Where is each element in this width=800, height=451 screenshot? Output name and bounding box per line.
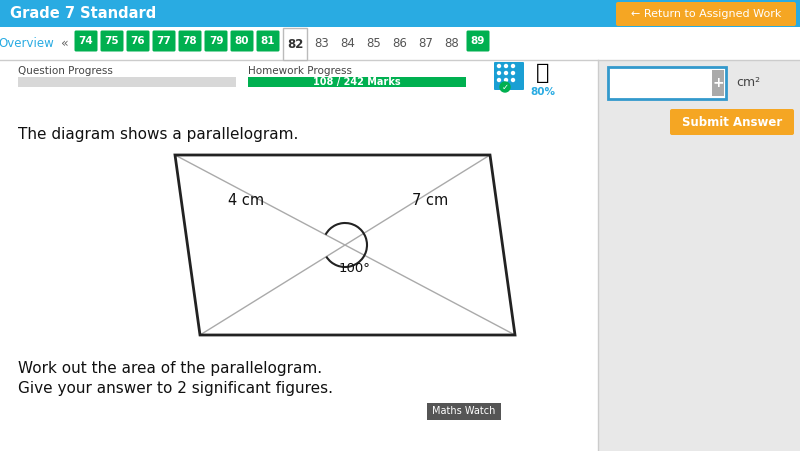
Text: «: «	[61, 37, 69, 50]
FancyBboxPatch shape	[712, 70, 724, 96]
FancyBboxPatch shape	[670, 109, 794, 135]
FancyBboxPatch shape	[0, 0, 800, 27]
Text: 7 cm: 7 cm	[412, 193, 448, 208]
Text: 78: 78	[182, 37, 198, 46]
Text: ✓: ✓	[502, 83, 509, 92]
Text: Give your answer to 2 significant figures.: Give your answer to 2 significant figure…	[18, 381, 333, 396]
Text: 88: 88	[445, 37, 459, 50]
Text: 83: 83	[314, 37, 330, 50]
Circle shape	[505, 64, 507, 68]
Text: 80%: 80%	[530, 87, 555, 97]
FancyBboxPatch shape	[153, 31, 175, 51]
Circle shape	[511, 64, 514, 68]
Text: The diagram shows a parallelogram.: The diagram shows a parallelogram.	[18, 126, 298, 142]
FancyBboxPatch shape	[494, 62, 524, 90]
FancyBboxPatch shape	[0, 27, 800, 60]
Circle shape	[505, 72, 507, 74]
Text: cm²: cm²	[736, 77, 760, 89]
FancyBboxPatch shape	[248, 77, 466, 87]
FancyBboxPatch shape	[205, 31, 227, 51]
Text: 🏆: 🏆	[536, 63, 550, 83]
Text: 77: 77	[157, 37, 171, 46]
Text: 89: 89	[471, 37, 485, 46]
Circle shape	[505, 78, 507, 82]
Text: 79: 79	[209, 37, 223, 46]
FancyBboxPatch shape	[126, 31, 150, 51]
Text: +: +	[712, 76, 724, 90]
Text: 100°: 100°	[339, 262, 371, 276]
Circle shape	[498, 72, 501, 74]
Circle shape	[511, 72, 514, 74]
Text: Homework Progress: Homework Progress	[248, 66, 352, 76]
Text: 87: 87	[418, 37, 434, 50]
Text: 84: 84	[341, 37, 355, 50]
FancyBboxPatch shape	[598, 60, 800, 451]
FancyBboxPatch shape	[466, 31, 490, 51]
Text: 76: 76	[130, 37, 146, 46]
FancyBboxPatch shape	[18, 77, 236, 87]
Text: 85: 85	[366, 37, 382, 50]
Text: 81: 81	[261, 37, 275, 46]
Text: 74: 74	[78, 37, 94, 46]
Text: 4 cm: 4 cm	[229, 193, 265, 208]
Circle shape	[498, 78, 501, 82]
Circle shape	[500, 82, 510, 92]
Text: ← Return to Assigned Work: ← Return to Assigned Work	[631, 9, 781, 19]
FancyBboxPatch shape	[427, 403, 501, 420]
Text: 86: 86	[393, 37, 407, 50]
Text: Work out the area of the parallelogram.: Work out the area of the parallelogram.	[18, 360, 322, 376]
FancyBboxPatch shape	[616, 2, 796, 26]
FancyBboxPatch shape	[178, 31, 202, 51]
Text: Grade 7 Standard: Grade 7 Standard	[10, 6, 156, 21]
FancyBboxPatch shape	[101, 31, 123, 51]
FancyBboxPatch shape	[230, 31, 254, 51]
Text: 82: 82	[287, 37, 303, 51]
FancyBboxPatch shape	[608, 67, 726, 99]
FancyBboxPatch shape	[283, 28, 307, 60]
Text: Question Progress: Question Progress	[18, 66, 113, 76]
Circle shape	[498, 64, 501, 68]
FancyBboxPatch shape	[248, 77, 466, 87]
Text: Submit Answer: Submit Answer	[682, 115, 782, 129]
Text: 75: 75	[105, 37, 119, 46]
Text: Overview: Overview	[0, 37, 54, 50]
Text: 80: 80	[234, 37, 250, 46]
FancyBboxPatch shape	[74, 31, 98, 51]
Circle shape	[511, 78, 514, 82]
FancyBboxPatch shape	[0, 60, 598, 102]
Text: Maths Watch: Maths Watch	[432, 406, 496, 417]
Text: 108 / 242 Marks: 108 / 242 Marks	[313, 77, 401, 87]
FancyBboxPatch shape	[257, 31, 279, 51]
